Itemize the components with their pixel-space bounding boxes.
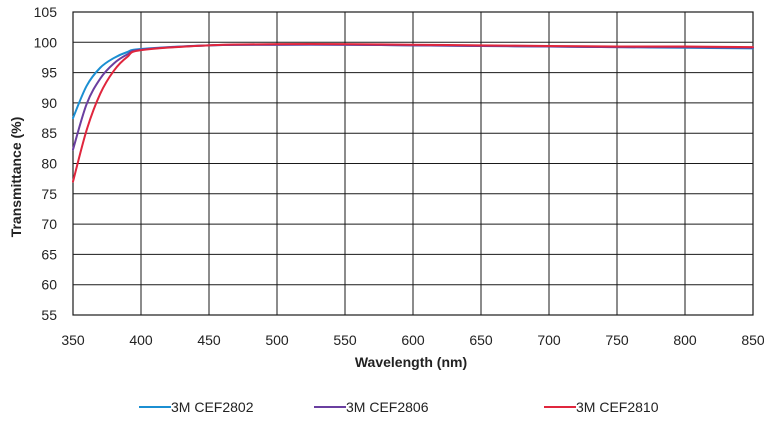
y-tick-label: 65 — [41, 246, 57, 262]
y-tick-label: 60 — [41, 277, 57, 293]
y-axis-label: Transmittance (%) — [8, 117, 24, 238]
y-tick-label: 70 — [41, 216, 57, 232]
y-tick-label: 85 — [41, 125, 57, 141]
legend-item-3m-cef2810: 3M CEF2810 — [544, 399, 659, 415]
x-axis-label: Wavelength (nm) — [355, 354, 467, 370]
y-tick-label: 55 — [41, 307, 57, 323]
x-tick-label: 600 — [401, 332, 425, 348]
x-tick-label: 450 — [197, 332, 221, 348]
tick-labels: 350 400 450 500 550 600 650 700 750 800 850 55 60 65 7… — [34, 4, 764, 348]
grid — [72, 11, 754, 316]
x-tick-label: 400 — [129, 332, 153, 348]
x-tick-label: 800 — [673, 332, 697, 348]
x-tick-label: 850 — [741, 332, 764, 348]
legend-item-3m-cef2802: 3M CEF2802 — [139, 399, 254, 415]
y-tick-label: 90 — [41, 95, 57, 111]
series-line-3m-cef2810 — [72, 43, 754, 183]
legend: 3M CEF2802 3M CEF2806 3M CEF2810 — [139, 399, 659, 415]
x-tick-label: 350 — [61, 332, 85, 348]
plot-frame — [72, 11, 754, 316]
series-group — [72, 43, 754, 183]
x-tick-label: 550 — [333, 332, 357, 348]
legend-label: 3M CEF2802 — [171, 399, 254, 415]
y-tick-label: 75 — [41, 186, 57, 202]
x-tick-label: 500 — [265, 332, 289, 348]
legend-label: 3M CEF2806 — [346, 399, 429, 415]
x-tick-label: 750 — [605, 332, 629, 348]
x-tick-label: 700 — [537, 332, 561, 348]
y-tick-label: 105 — [34, 4, 58, 20]
legend-label: 3M CEF2810 — [576, 399, 659, 415]
y-tick-label: 100 — [34, 34, 58, 50]
y-tick-label: 80 — [41, 156, 57, 172]
x-tick-label: 650 — [469, 332, 493, 348]
y-tick-label: 95 — [41, 65, 57, 81]
legend-item-3m-cef2806: 3M CEF2806 — [314, 399, 429, 415]
